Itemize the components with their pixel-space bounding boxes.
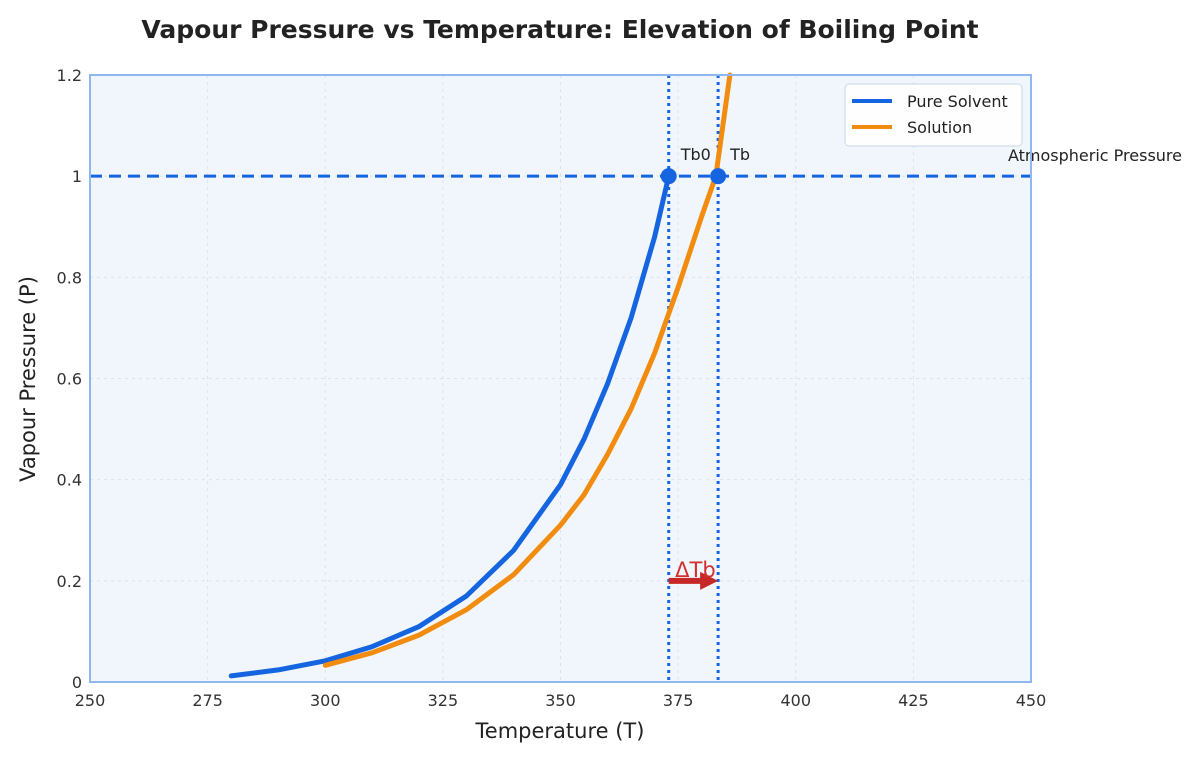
x-tick-label: 325	[428, 691, 459, 710]
y-tick-label: 0.6	[57, 370, 82, 389]
x-tick-label: 250	[75, 691, 106, 710]
x-tick-label: 425	[898, 691, 929, 710]
x-tick-label: 400	[780, 691, 811, 710]
boiling-point-markers: Tb0 Tb ΔTb	[660, 145, 750, 590]
x-tick-label: 275	[192, 691, 223, 710]
x-tick-label: 375	[663, 691, 694, 710]
x-tick-label: 350	[545, 691, 576, 710]
y-tick-label: 0.8	[57, 268, 82, 287]
series-line-pure-solvent	[228, 173, 672, 679]
x-tick-label: 450	[1016, 691, 1047, 710]
y-tick-label: 0.4	[57, 471, 82, 490]
legend-label: Solution	[907, 118, 972, 137]
tb-label: Tb	[729, 145, 750, 164]
grid-lines	[89, 74, 1032, 683]
chart-title: Vapour Pressure vs Temperature: Elevatio…	[141, 15, 978, 44]
delta-tb-label: ΔTb	[675, 558, 716, 582]
plot-frame	[89, 74, 1032, 683]
y-tick-label: 1.2	[57, 66, 82, 85]
y-tick-label: 0	[72, 673, 82, 692]
legend-label: Pure Solvent	[907, 92, 1008, 111]
tb0-point	[660, 168, 677, 185]
y-axis-label: Vapour Pressure (P)	[16, 276, 40, 482]
delta-tb-arrow-head	[700, 571, 719, 590]
tb-point	[710, 168, 727, 185]
legend: Pure Solvent Solution	[844, 83, 1023, 147]
x-tick-label: 300	[310, 691, 341, 710]
series-line-solution	[322, 72, 733, 668]
y-tick-label: 1	[72, 167, 82, 186]
tb0-label: Tb0	[680, 145, 711, 164]
atmospheric-pressure-label: Atmospheric Pressure	[1008, 146, 1182, 165]
axis-ticks: 250 275 300 325 350 375 400 425 450 0 0.2 0.4 0.6 0.8…	[57, 66, 1047, 710]
x-axis-label: Temperature (T)	[475, 719, 645, 743]
y-tick-label: 0.2	[57, 572, 82, 591]
series-lines	[228, 72, 733, 679]
